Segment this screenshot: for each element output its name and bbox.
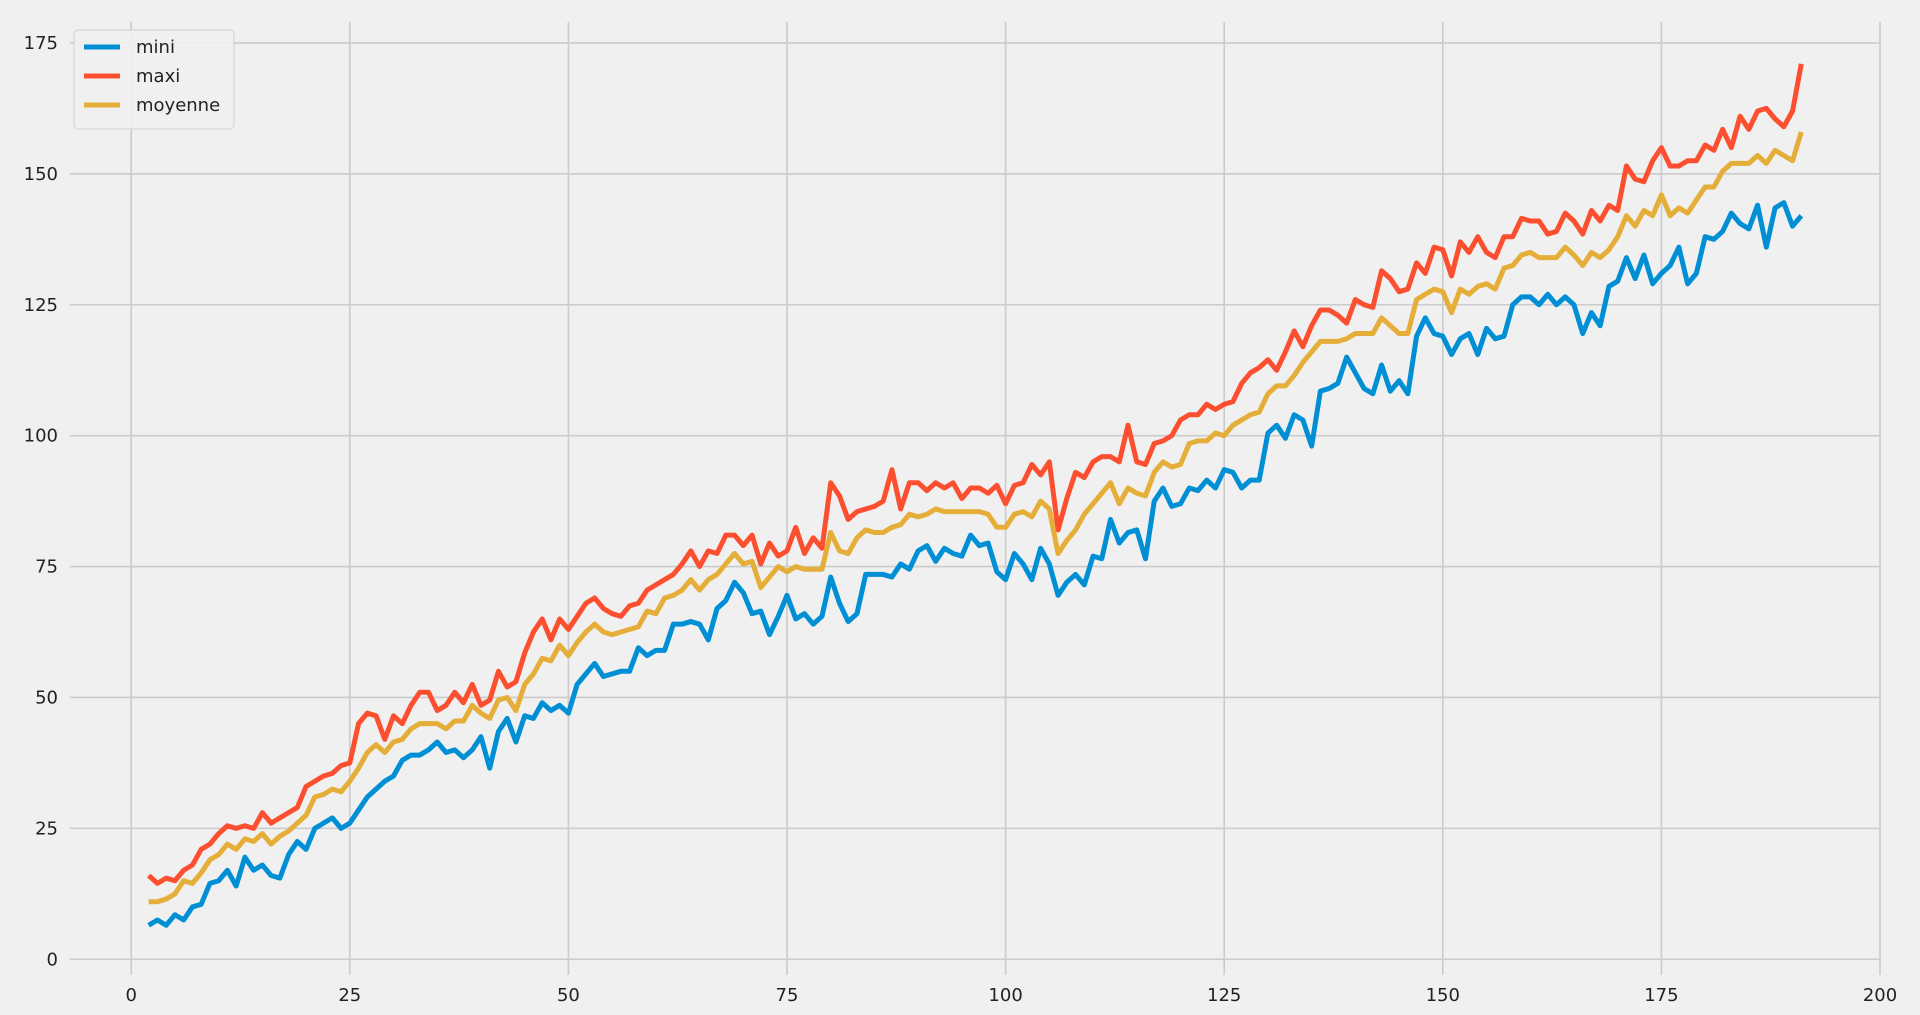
x-tick-label: 75 [776, 985, 799, 1006]
series-line-maxi [147, 63, 1804, 886]
legend: mini maxi moyenne [73, 29, 235, 130]
y-tick-label: 75 [35, 557, 58, 578]
legend-label: mini [136, 37, 175, 58]
x-tick-label: 0 [125, 985, 136, 1006]
y-tick-label: 175 [24, 33, 58, 54]
tick-labels: 0 25 50 75 100 125 150 175 200 0 25 50 75 100 125 150 17… [24, 33, 1898, 1006]
legend-label: moyenne [136, 95, 220, 116]
y-tick-label: 0 [47, 949, 58, 970]
y-tick-label: 100 [24, 426, 58, 447]
x-tick-label: 200 [1863, 985, 1897, 1006]
y-tick-label: 25 [35, 818, 58, 839]
series-lines [147, 63, 1804, 928]
legend-label: maxi [136, 66, 180, 87]
y-tick-label: 125 [24, 295, 58, 316]
x-tick-label: 100 [988, 985, 1022, 1006]
series-line-moyenne [148, 131, 1804, 905]
y-tick-label: 150 [24, 164, 58, 185]
x-tick-label: 25 [338, 985, 361, 1006]
grid [70, 22, 1881, 975]
y-tick-label: 50 [35, 687, 58, 708]
x-tick-label: 175 [1644, 985, 1678, 1006]
series-line-mini [147, 200, 1804, 928]
x-tick-label: 125 [1207, 985, 1241, 1006]
x-tick-label: 150 [1426, 985, 1460, 1006]
x-tick-label: 50 [557, 985, 580, 1006]
